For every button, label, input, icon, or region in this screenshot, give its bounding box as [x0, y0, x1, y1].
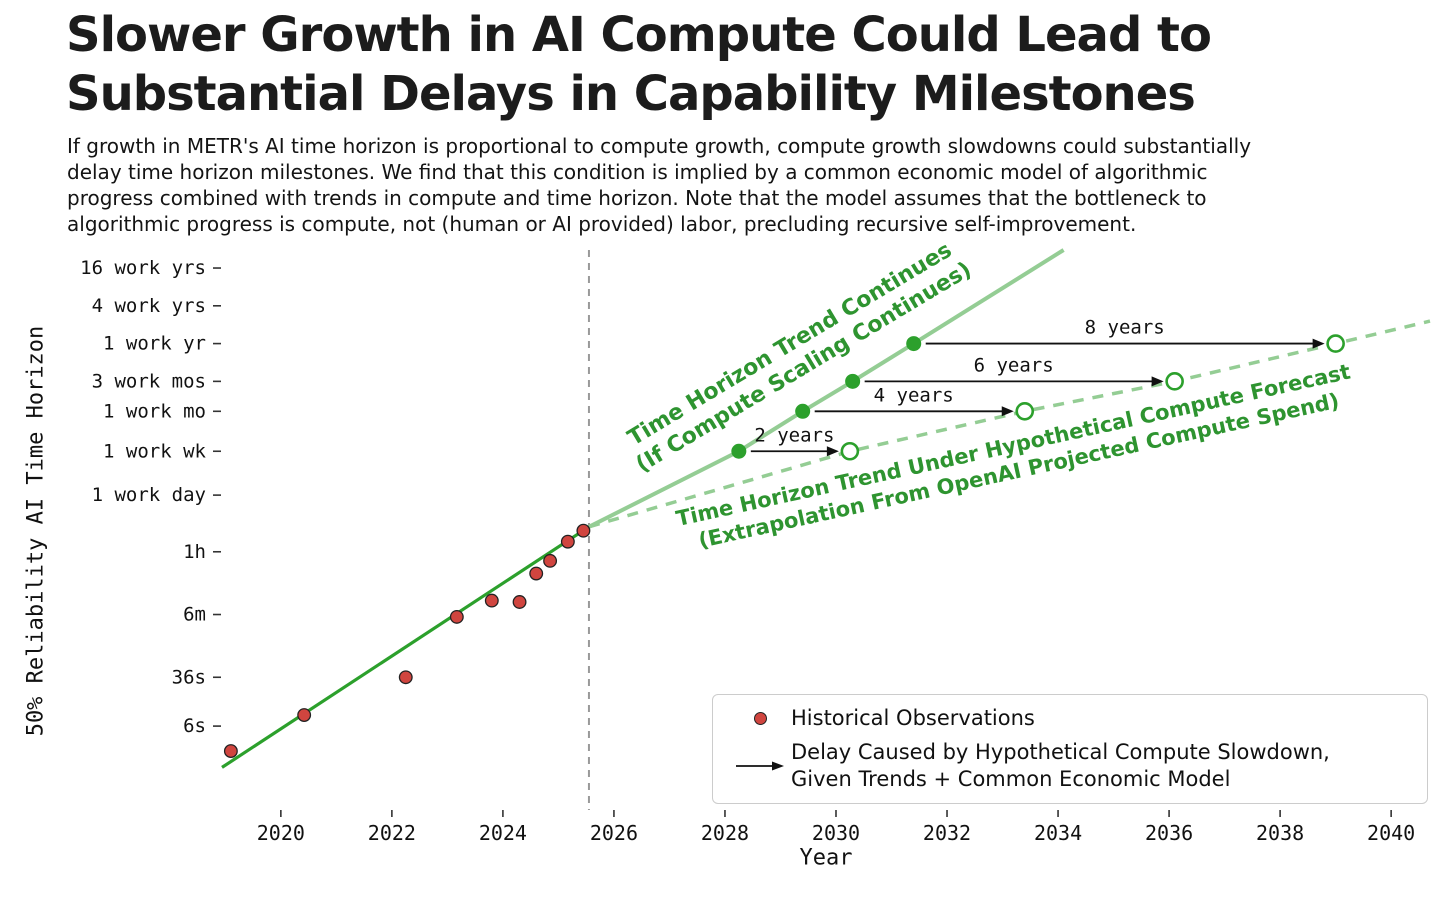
legend-delay-label: Delay Caused by Hypothetical Compute Slo… [791, 739, 1330, 793]
y-tick-label: 6m [183, 604, 206, 626]
legend-marker-cell [729, 712, 791, 725]
historical-point [560, 534, 575, 549]
delay-label: 4 years [874, 384, 954, 406]
x-tick-label: 2028 [701, 821, 749, 845]
legend-row-delay: Delay Caused by Hypothetical Compute Slo… [729, 739, 1411, 793]
milestone-dot-continued [845, 373, 861, 389]
y-tick-label: 16 work yrs [80, 257, 206, 279]
historical-point [449, 609, 464, 624]
y-tick-label: 1 work wk [103, 440, 207, 462]
y-tick-label: 36s [172, 666, 206, 688]
legend-row-historical: Historical Observations [729, 705, 1411, 732]
page-title: Slower Growth in AI Compute Could Lead t… [66, 6, 1212, 124]
x-tick-label: 2022 [368, 821, 416, 845]
x-tick-label: 2026 [590, 821, 638, 845]
milestone-dot-slowdown [1015, 401, 1035, 421]
legend: Historical Observations Delay Caused by … [712, 694, 1428, 804]
x-tick-label: 2032 [923, 821, 971, 845]
historical-point [529, 566, 544, 581]
y-tick-label: 4 work yrs [92, 295, 206, 317]
x-tick-label: 2036 [1145, 821, 1193, 845]
y-tick-label: 1 work mo [103, 400, 206, 422]
milestone-dot-slowdown [840, 441, 860, 461]
page-subtitle: If growth in METR's AI time horizon is p… [67, 133, 1251, 237]
delay-arrow-head [1151, 376, 1164, 387]
subtitle-line: delay time horizon milestones. We find t… [67, 160, 1208, 184]
delay-label: 2 years [754, 424, 834, 446]
page-title-line-2: Substantial Delays in Capability Milesto… [66, 66, 1196, 122]
delay-label: 6 years [974, 354, 1054, 376]
x-tick-label: 2040 [1367, 821, 1415, 845]
y-tick-label: 6s [183, 715, 206, 737]
subtitle-line: progress combined with trends in compute… [67, 186, 1207, 210]
legend-historical-label: Historical Observations [791, 706, 1035, 730]
milestone-dot-continued [731, 443, 747, 459]
delay-label: 8 years [1085, 317, 1165, 339]
milestone-dot-slowdown [1326, 334, 1345, 353]
milestone-dot-continued [906, 336, 922, 352]
y-tick-label: 3 work mos [92, 370, 206, 392]
x-tick-label: 2034 [1034, 821, 1082, 845]
x-axis-label: Year [799, 845, 853, 871]
subtitle-line: If growth in METR's AI time horizon is p… [67, 134, 1252, 158]
historical-point [297, 708, 312, 722]
historical-point [398, 670, 413, 685]
delay-arrow-head [826, 446, 839, 457]
legend-delay-label-line-2: Given Trends + Common Economic Model [791, 767, 1231, 791]
milestone-dot-continued [795, 403, 811, 419]
historical-trend-line [221, 525, 590, 769]
x-tick-label: 2020 [257, 821, 305, 845]
historical-point [512, 595, 527, 609]
delay-arrow-icon [736, 761, 784, 771]
x-tick-label: 2024 [479, 821, 527, 845]
y-tick-label: 1 work yr [103, 333, 206, 355]
x-tick-label: 2038 [1256, 821, 1304, 845]
y-axis-label: 50% Reliability AI Time Horizon [23, 325, 49, 737]
historical-marker-swatch [753, 712, 767, 725]
delay-arrow-head [1001, 406, 1014, 417]
continued-trend-line [588, 248, 1065, 529]
slowdown-trend-line [588, 319, 1431, 529]
y-tick-label: 1h [183, 541, 206, 563]
historical-point [576, 523, 591, 538]
subtitle-line: algorithmic progress is compute, not (hu… [67, 212, 1137, 236]
x-tick-label: 2030 [812, 821, 860, 845]
historical-point [223, 744, 238, 759]
y-tick-label: 1 work day [92, 484, 206, 506]
historical-point [543, 553, 558, 568]
legend-delay-label-line-1: Delay Caused by Hypothetical Compute Slo… [791, 740, 1330, 764]
milestone-dot-slowdown [1165, 372, 1184, 391]
page-title-line-1: Slower Growth in AI Compute Could Lead t… [66, 7, 1212, 63]
legend-marker-cell [729, 759, 791, 773]
delay-arrow-head [1312, 338, 1325, 349]
historical-point [484, 593, 499, 608]
